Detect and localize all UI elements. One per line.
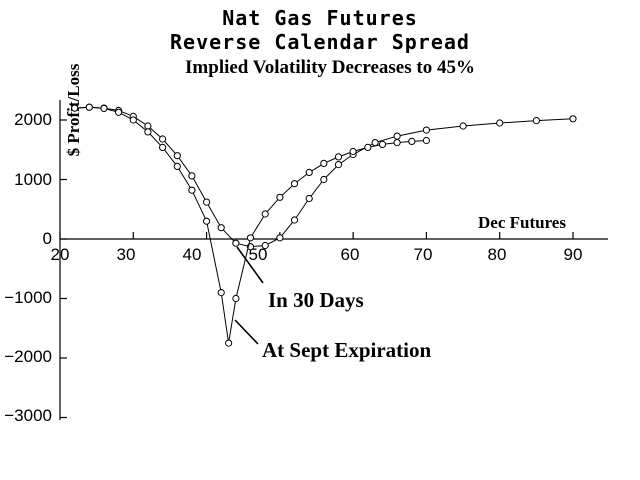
series-marker-1: [393, 139, 401, 147]
series-marker-1: [232, 294, 240, 303]
axes: [59, 100, 608, 420]
series-marker-0: [393, 132, 401, 140]
series-marker-1: [349, 147, 357, 156]
x-tick-label-30: 30: [116, 245, 136, 264]
series-marker-1: [320, 159, 328, 167]
series-marker-1: [203, 217, 211, 225]
annotation-in-30-days: In 30 Days: [268, 288, 364, 312]
leader-line-1: [234, 319, 259, 345]
series-marker-0: [159, 135, 167, 143]
y-tick-label-m1000: −1000: [4, 288, 52, 307]
series-marker-1: [217, 289, 225, 297]
series-marker-0: [496, 119, 504, 127]
y-tick-label-m2000: −2000: [4, 347, 52, 366]
annotation-at-sept-expiration: At Sept Expiration: [262, 338, 432, 362]
series-marker-1: [144, 128, 152, 136]
x-axis-label: Dec Futures: [478, 213, 566, 232]
series-marker-1: [334, 153, 343, 161]
series-marker-1: [173, 162, 181, 170]
series-marker-1: [261, 210, 269, 218]
series-marker-0: [569, 115, 577, 123]
series-marker-0: [217, 224, 225, 232]
series-marker-0: [532, 117, 541, 125]
series-marker-1: [100, 104, 108, 113]
series-marker-0: [305, 194, 313, 203]
x-tick-label-70: 70: [413, 245, 433, 264]
series-marker-1: [246, 234, 255, 242]
series-marker-0: [320, 175, 328, 184]
series-marker-1: [378, 140, 387, 148]
series-marker-0: [232, 239, 240, 247]
series-marker-0: [261, 241, 269, 250]
y-tick-label-1000: 1000: [14, 170, 52, 189]
leader-line-0: [236, 246, 264, 284]
series-marker-0: [334, 161, 343, 169]
series-marker-1: [115, 108, 123, 116]
x-tick-label-80: 80: [487, 245, 507, 264]
chart-title-line-1: Nat Gas Futures: [222, 6, 418, 30]
y-tick-label-2000: 2000: [14, 110, 52, 129]
series-marker-0: [203, 198, 211, 206]
chart-subtitle-annotation: Implied Volatility Decreases to 45%: [185, 57, 475, 78]
x-tick-label-40: 40: [182, 245, 202, 264]
series-marker-1: [422, 136, 430, 145]
series-marker-0: [188, 172, 196, 180]
series-marker-1: [225, 339, 233, 347]
series-marker-0: [276, 234, 284, 242]
axis-ticks: [59, 119, 574, 419]
chart-title-line-2: Reverse Calendar Spread: [170, 30, 470, 54]
series-marker-0: [371, 139, 379, 147]
series-marker-1: [85, 103, 93, 111]
series-marker-1: [276, 193, 284, 201]
x-tick-label-60: 60: [340, 245, 360, 264]
series-marker-1: [290, 180, 299, 188]
series-marker-0: [422, 126, 430, 134]
x-tick-label-90: 90: [563, 245, 583, 264]
y-tick-label-m3000: −3000: [4, 406, 52, 425]
series-marker-1: [129, 116, 137, 124]
y-tick-label-0: 0: [42, 229, 52, 248]
series-marker-1: [364, 143, 372, 151]
series-marker-0: [144, 122, 152, 130]
x-tick-label-50: 50: [248, 245, 268, 264]
series-marker-1: [188, 186, 196, 194]
data-series: [71, 103, 577, 347]
annotation-leader-lines: [234, 246, 264, 345]
series-marker-1: [71, 104, 79, 112]
series-marker-1: [408, 137, 416, 145]
series-marker-1: [159, 143, 167, 151]
series-marker-1: [305, 168, 313, 176]
series-marker-0: [459, 122, 467, 130]
series-marker-0: [173, 152, 181, 160]
series-marker-0: [290, 216, 299, 224]
